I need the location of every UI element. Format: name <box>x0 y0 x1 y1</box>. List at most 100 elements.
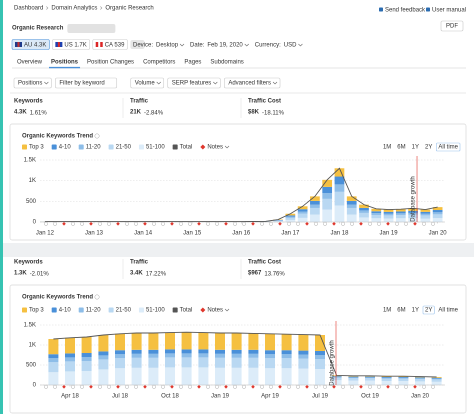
legend-checkbox[interactable] <box>51 307 57 313</box>
event-marker <box>62 222 66 226</box>
nav-tab[interactable]: Pages <box>184 60 201 66</box>
notes-label[interactable]: Notes <box>207 308 223 314</box>
range-button[interactable]: 1Y <box>412 145 419 151</box>
nav-tab[interactable]: Competitors <box>143 60 175 66</box>
bar-segment <box>181 367 192 385</box>
breadcrumb-item[interactable]: Domain Analytics <box>51 6 97 12</box>
range-button[interactable]: 1M <box>383 308 391 314</box>
legend-label[interactable]: 51-100 <box>146 308 165 314</box>
header-link[interactable]: Send feedback <box>385 8 426 14</box>
setting-value[interactable]: Desktop <box>156 42 179 48</box>
nav-tab[interactable]: Subdomains <box>210 60 243 66</box>
bar-segment <box>331 377 342 381</box>
database-label[interactable]: CA 539 <box>105 42 125 48</box>
legend-label[interactable]: Total <box>180 145 193 151</box>
range-button[interactable]: 2Y <box>425 308 432 314</box>
legend-label[interactable]: 21-50 <box>116 145 132 151</box>
input-placeholder[interactable]: Filter by keyword <box>59 81 104 87</box>
update-marker <box>242 384 246 389</box>
nav-tab[interactable]: Positions <box>51 60 79 66</box>
bar-segment <box>371 211 382 214</box>
info-icon <box>94 133 100 139</box>
legend-label[interactable]: 11-20 <box>86 308 102 314</box>
bar-segment <box>420 215 431 219</box>
filter-dropdown[interactable] <box>13 77 52 89</box>
bar-segment <box>297 206 308 210</box>
legend-checkbox[interactable] <box>138 144 144 150</box>
bar-segment <box>398 381 409 385</box>
legend-checkbox[interactable] <box>138 307 144 313</box>
legend-label[interactable]: 11-20 <box>86 145 102 151</box>
legend-label[interactable]: Top 3 <box>29 145 44 151</box>
filter-dropdown[interactable] <box>167 77 221 89</box>
caret <box>224 308 230 312</box>
filter-label[interactable]: Volume <box>135 81 156 87</box>
legend-label[interactable]: Total <box>180 308 193 314</box>
range-button[interactable]: 2Y <box>425 145 432 151</box>
filter-label[interactable]: Advanced filters <box>228 81 271 87</box>
filter-dropdown[interactable] <box>224 77 281 89</box>
setting-label: Device: <box>133 42 153 48</box>
legend-label[interactable]: 4-10 <box>59 308 72 314</box>
bar-segment <box>310 214 320 222</box>
bar-segment <box>285 219 296 222</box>
notes-icon[interactable] <box>200 307 206 313</box>
notes-label[interactable]: Notes <box>207 145 223 151</box>
legend-checkbox[interactable] <box>108 307 114 313</box>
nav-tab[interactable]: Position Changes <box>87 60 134 66</box>
legend-checkbox[interactable] <box>172 307 178 313</box>
legend-checkbox[interactable] <box>108 144 114 150</box>
breadcrumb-item[interactable]: Dashboard <box>14 6 43 12</box>
database-label[interactable]: US 1.7K <box>64 42 86 48</box>
range-button[interactable]: 6M <box>397 145 405 151</box>
update-marker <box>188 384 192 389</box>
legend-checkbox[interactable] <box>22 144 27 150</box>
metric-change: -2.01% <box>30 272 50 278</box>
notes-icon[interactable] <box>200 144 206 150</box>
legend-checkbox[interactable] <box>172 144 178 150</box>
bar-segment <box>310 200 320 205</box>
event-marker <box>197 222 201 226</box>
bar-segment <box>331 376 342 377</box>
legend-label[interactable]: 4-10 <box>59 145 72 151</box>
bar-segment <box>115 350 125 355</box>
range-button[interactable]: All time <box>438 308 458 314</box>
database-label[interactable]: AU 4.3K <box>24 42 46 48</box>
filter-label[interactable]: SERP features <box>172 81 212 87</box>
keyword-input[interactable] <box>55 77 118 89</box>
legend-checkbox[interactable] <box>78 144 84 150</box>
range-button[interactable]: 1Y <box>412 308 419 314</box>
legend-checkbox[interactable] <box>51 144 57 150</box>
event-marker <box>89 385 93 389</box>
bar-segment <box>346 200 357 205</box>
window-edge <box>0 0 3 414</box>
pdf-button[interactable] <box>440 20 464 32</box>
filter-dropdown[interactable] <box>130 77 165 89</box>
bar-segment <box>273 220 283 222</box>
update-marker <box>53 384 57 389</box>
legend-checkbox[interactable] <box>22 307 27 313</box>
range-button[interactable]: 1M <box>383 145 391 151</box>
bar-segment <box>165 353 175 358</box>
range-button[interactable]: All time <box>438 145 458 151</box>
legend-label[interactable]: 51-100 <box>146 145 165 151</box>
update-marker <box>296 384 300 389</box>
setting-value[interactable]: Feb 19, 2020 <box>207 42 243 48</box>
caret <box>244 43 249 47</box>
update-marker <box>323 221 327 226</box>
update-marker <box>431 221 435 226</box>
caret <box>298 43 303 47</box>
range-button[interactable]: 6M <box>397 308 405 314</box>
nav-tab[interactable]: Overview <box>17 60 43 66</box>
update-marker <box>233 221 237 226</box>
filter-label[interactable]: Positions <box>18 81 42 87</box>
bar-segment <box>365 378 375 381</box>
legend-label[interactable]: 21-50 <box>116 308 132 314</box>
legend-label[interactable]: Top 3 <box>29 308 44 314</box>
pdf-label[interactable]: PDF <box>446 24 458 30</box>
setting-value[interactable]: USD <box>284 42 297 48</box>
y-tick-label: 1.5K <box>24 158 36 164</box>
header-link[interactable]: User manual <box>432 8 466 14</box>
legend-checkbox[interactable] <box>78 307 84 313</box>
update-marker <box>80 221 84 226</box>
